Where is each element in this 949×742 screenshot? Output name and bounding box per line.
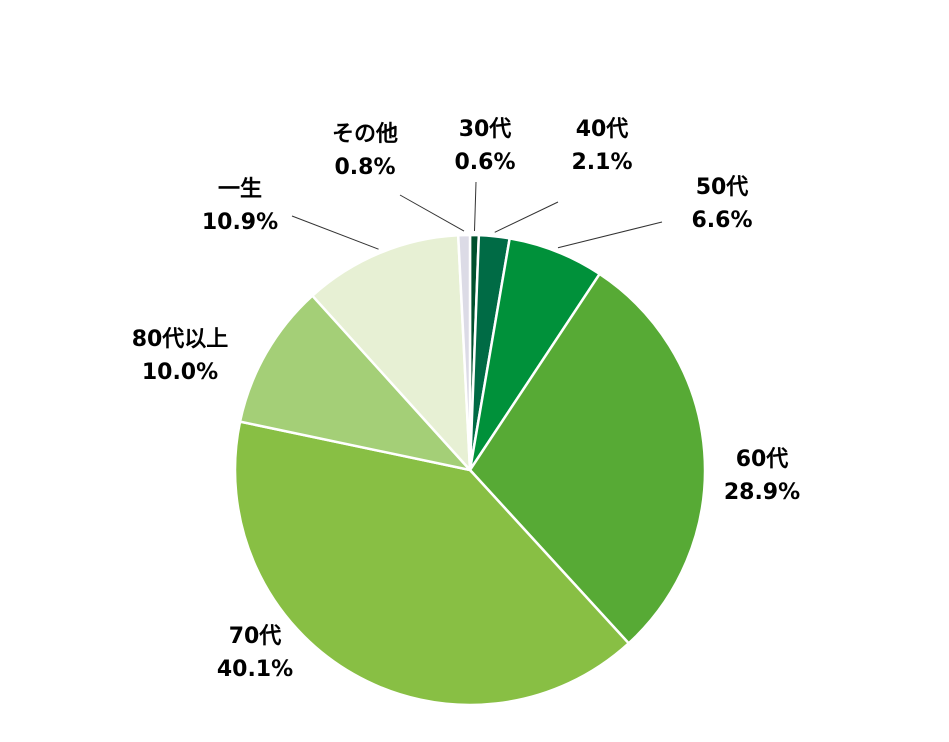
value-label: 28.9% — [724, 480, 800, 505]
category-label: 40代 — [576, 117, 629, 142]
category-label: 一生 — [218, 177, 262, 202]
value-label: 10.0% — [142, 360, 218, 385]
leader-line — [399, 194, 465, 232]
category-label: 30代 — [459, 117, 512, 142]
value-label: 10.9% — [202, 210, 278, 235]
leader-line — [557, 221, 663, 249]
category-label: 50代 — [696, 175, 749, 200]
value-label: 40.1% — [217, 657, 293, 682]
value-label: 0.6% — [454, 150, 515, 175]
category-label: 60代 — [736, 447, 789, 472]
value-label: 0.8% — [334, 155, 395, 180]
category-label: 80代以上 — [132, 327, 229, 352]
pie-slice — [233, 420, 631, 707]
category-label: 70代 — [229, 624, 282, 649]
pie-slice — [310, 233, 472, 474]
pie-slice — [468, 272, 707, 646]
pie-slice — [238, 293, 474, 473]
value-label: 2.1% — [571, 150, 632, 175]
value-label: 6.6% — [691, 208, 752, 233]
leader-line — [474, 181, 477, 232]
pie-slice — [456, 233, 472, 471]
leader-line — [494, 201, 559, 233]
leader-line — [291, 215, 379, 250]
category-label: その他 — [332, 122, 398, 147]
